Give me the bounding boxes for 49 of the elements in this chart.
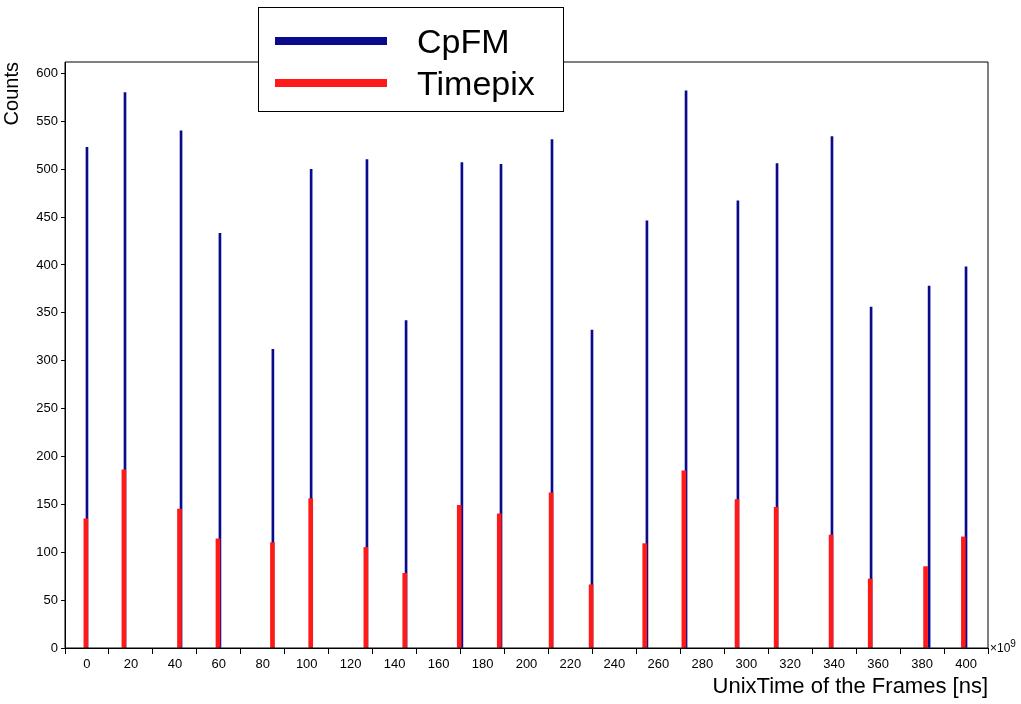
- bar: [496, 513, 502, 648]
- x-tick-label: 320: [779, 656, 802, 672]
- x-tick-label: 160: [427, 656, 450, 672]
- bar: [270, 542, 275, 648]
- y-tick-label: 200: [36, 448, 58, 464]
- x-tick-label: 300: [735, 656, 758, 672]
- y-tick-label: 450: [36, 208, 58, 224]
- legend-label: CpFM: [417, 21, 510, 61]
- bar: [867, 578, 873, 648]
- y-tick-label: 500: [36, 160, 58, 176]
- y-tick-label: 400: [36, 256, 58, 272]
- x-tick-label: 120: [339, 656, 362, 672]
- y-tick-label: 100: [36, 543, 58, 559]
- y-tick-label: 550: [36, 112, 58, 128]
- y-tick-label: 250: [36, 400, 58, 416]
- x-axis-title: UnixTime of the Frames [ns]: [712, 672, 988, 698]
- x-tick-label: 180: [471, 656, 494, 672]
- x-tick-label: 240: [603, 656, 626, 672]
- x-tick-label: 360: [867, 656, 889, 672]
- x-tick-label: 140: [383, 656, 406, 672]
- bar: [402, 572, 408, 648]
- x-tick-label: 100: [295, 656, 318, 672]
- x-tick-label: 260: [647, 656, 670, 672]
- x-tick-label: 0: [83, 656, 91, 672]
- x-tick-label: 400: [955, 656, 977, 672]
- x-tick-label: 280: [691, 656, 714, 672]
- y-tick-label: 350: [36, 304, 58, 320]
- x-tick-label: 200: [515, 656, 538, 672]
- x-tick-label: 340: [823, 656, 846, 672]
- y-tick-label: 300: [36, 352, 58, 368]
- bar: [961, 536, 966, 648]
- bar: [308, 498, 314, 648]
- x-tick-label: 380: [911, 656, 933, 672]
- y-tick-label: 600: [36, 65, 58, 81]
- x-tick-label: 20: [123, 656, 139, 672]
- text: ×10$^{9}$: [990, 638, 1016, 655]
- legend-label: Timepix: [417, 63, 535, 103]
- bar: [642, 543, 648, 648]
- y-axis-title: Counts: [0, 62, 22, 126]
- bar: [177, 508, 182, 648]
- x-tick-label: 80: [255, 656, 271, 672]
- y-tick-label: 50: [43, 591, 58, 607]
- x-tick-label: 60: [211, 656, 227, 672]
- x-tick-label: 40: [167, 656, 183, 672]
- y-tick-label: 150: [36, 495, 58, 511]
- x-tick-label: 220: [559, 656, 582, 672]
- bar: [923, 566, 928, 648]
- bar: [456, 505, 462, 648]
- y-tick-label: 0: [50, 639, 58, 655]
